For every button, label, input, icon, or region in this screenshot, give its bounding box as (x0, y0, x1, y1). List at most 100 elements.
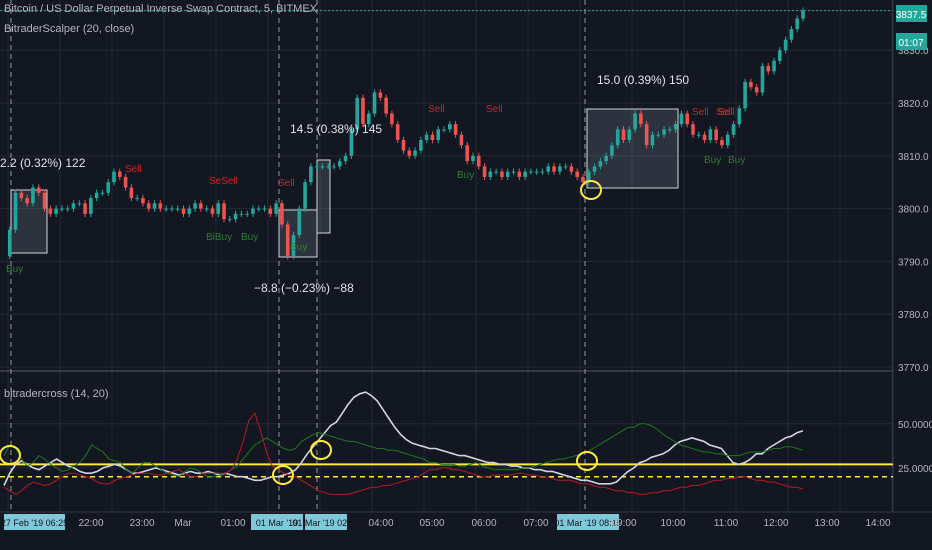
candle-body (158, 203, 163, 209)
candle-body (552, 166, 556, 172)
candle-body (216, 203, 221, 214)
axes: 3830.0 3820.0 3810.0 3800.0 3790.0 3780.0 3770… (0, 46, 932, 550)
range-annotation-4: 15.0 (0.39%) 150 (597, 73, 689, 87)
price-tick: 3800.0 (898, 205, 929, 216)
last-price-tag (896, 5, 927, 22)
candle-body (534, 171, 539, 173)
time-tick: 22:00 (78, 518, 103, 529)
candle-body (297, 208, 302, 236)
candle-body (494, 171, 498, 173)
price-tick: 3820.0 (898, 99, 929, 110)
candle-body (361, 97, 365, 125)
candle-body (569, 166, 574, 172)
candle-body (117, 171, 122, 177)
chart-title: Bitcoin / US Dollar Perpetual Inverse Sw… (4, 3, 318, 15)
candle-body (749, 81, 753, 88)
candle-body (303, 182, 307, 209)
signal-label: Buy (290, 242, 307, 253)
candle-body (650, 134, 655, 146)
last-price-value: 3837.5 (896, 10, 927, 21)
candle-body (795, 18, 800, 30)
price-tick: 3790.0 (898, 257, 929, 268)
candle-body (760, 66, 765, 93)
candle-body (320, 166, 325, 168)
time-tick: 04:00 (368, 518, 393, 529)
candle-body (291, 235, 296, 257)
candle-body (71, 203, 76, 209)
time-tick: 13:00 (814, 518, 839, 529)
highlight-circle (0, 445, 21, 465)
candle-body (673, 124, 678, 130)
candle-body (459, 134, 464, 146)
time-axis-highlight (305, 514, 347, 530)
candle-body (332, 166, 336, 168)
candle-body (691, 124, 695, 135)
candle-body (210, 208, 215, 214)
candle-body (390, 113, 394, 125)
candle-body (262, 208, 267, 210)
candle-body (233, 213, 238, 220)
candle-body (89, 198, 93, 214)
oscillator-series (3, 391, 804, 486)
candle-body (436, 129, 441, 140)
candle-body (395, 124, 400, 140)
candle-body (442, 129, 446, 131)
candle-body (222, 203, 226, 220)
candle-body (598, 161, 603, 167)
signal-label: Sell (486, 104, 503, 115)
candle-body (274, 203, 278, 214)
candle-body (801, 10, 805, 19)
candle-body (662, 129, 666, 135)
signal-label: Sell (428, 104, 445, 115)
signal-label: Sell (125, 164, 142, 175)
signal-label: Buy (457, 170, 474, 181)
candle-body (146, 203, 151, 209)
candle-body (702, 134, 707, 140)
candle-body (592, 166, 597, 172)
candle-body (60, 208, 64, 210)
candle-body (407, 150, 412, 156)
time-axis-highlight (4, 514, 65, 530)
candle-body (228, 219, 232, 221)
candle-body (343, 155, 348, 162)
candle-body (500, 171, 504, 177)
signal-label: BiBuy (206, 232, 232, 243)
candle-body (627, 129, 632, 140)
candle-body (338, 161, 342, 167)
candles[interactable] (7, 7, 805, 260)
candle-body (621, 129, 626, 140)
candle-body (766, 66, 771, 72)
candle-body (94, 192, 99, 199)
oscillator-lines (0, 391, 893, 495)
candle-body (245, 213, 249, 215)
bottom-strip (0, 532, 932, 550)
candle-body (141, 198, 145, 204)
candle-body (685, 113, 690, 125)
candle-body (187, 208, 192, 214)
candle-body (563, 166, 568, 168)
candle-body (523, 171, 527, 177)
candle-body (384, 97, 388, 114)
indicator-label: BitraderScalper (20, close) (4, 23, 134, 35)
candle-body (546, 166, 551, 172)
osc-tick: 25.0000 (898, 464, 932, 475)
candle-body (754, 87, 759, 93)
candle-body (326, 166, 331, 168)
candle-body (476, 155, 481, 167)
price-tick: 3830.0 (898, 46, 929, 57)
candle-body (783, 39, 788, 51)
candle-body (355, 97, 359, 130)
grid (0, 0, 932, 513)
highlight-circle (310, 440, 332, 460)
signal-label: Buy (728, 155, 745, 166)
candle-body (135, 198, 139, 200)
signal-label: Buy (241, 232, 258, 243)
time-tick-highlighted: 27 Feb '19 06:25 (1, 518, 68, 528)
time-tick: Mar (174, 518, 192, 529)
annotation-marks: Buy Sell SeSell Buy BiBuy Sell Buy Sell Sell Buy S… (0, 104, 745, 485)
candle-body (204, 208, 209, 210)
candle-body (256, 208, 261, 210)
time-tick: 05:00 (419, 518, 444, 529)
candle-body (54, 208, 58, 214)
